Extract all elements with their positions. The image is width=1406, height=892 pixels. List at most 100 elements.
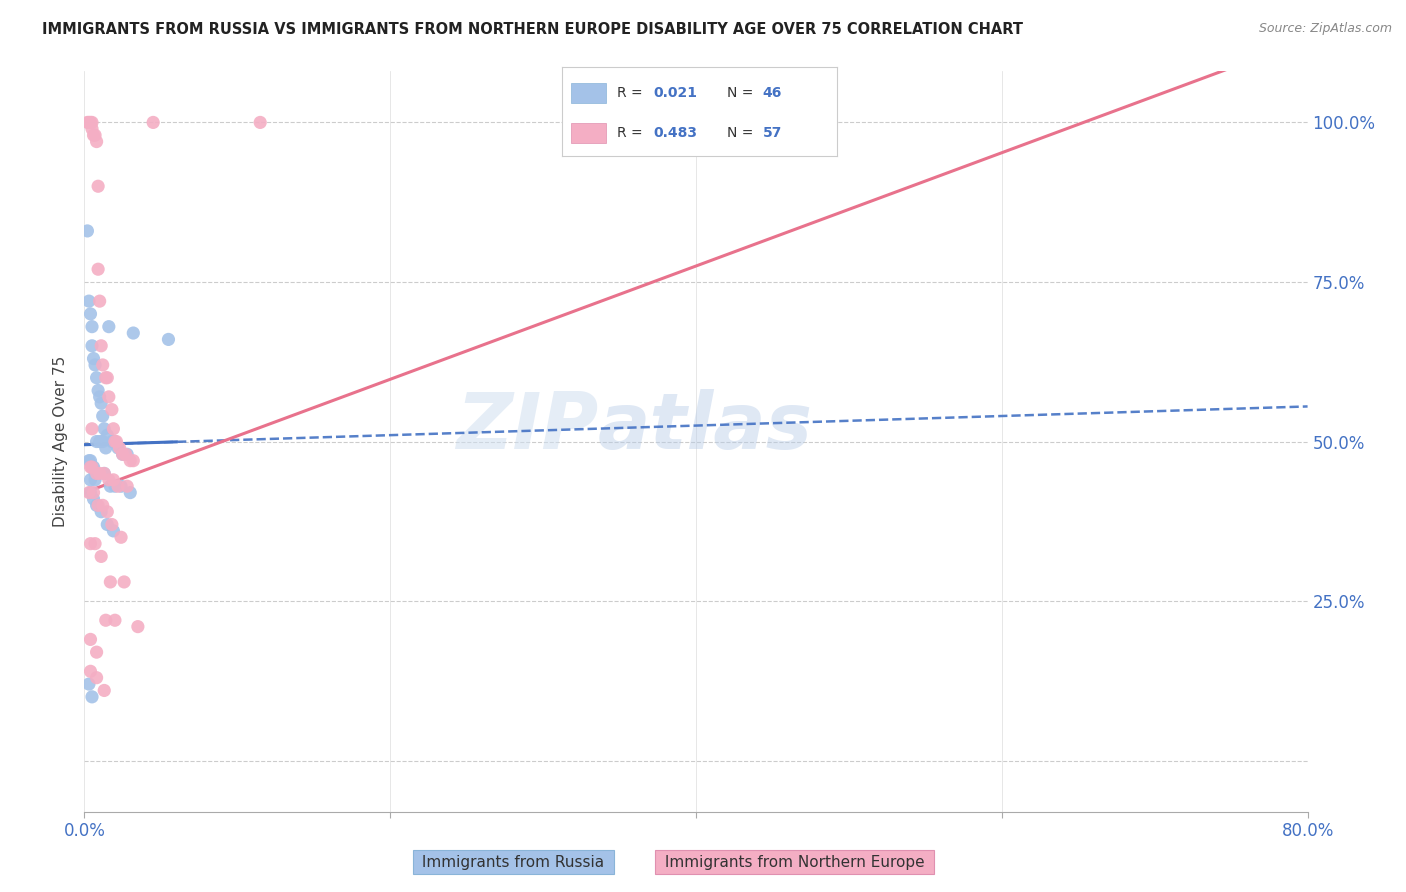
FancyBboxPatch shape — [571, 123, 606, 143]
Point — [122, 453, 145, 467]
Point — [86, 135, 108, 149]
Point — [83, 351, 105, 366]
Point — [101, 402, 124, 417]
Point — [84, 473, 107, 487]
Point — [79, 307, 101, 321]
Point — [105, 434, 128, 449]
Point — [90, 339, 112, 353]
Point — [79, 485, 101, 500]
Point — [80, 690, 103, 704]
Point — [127, 619, 149, 633]
Point — [249, 115, 271, 129]
Text: 0.483: 0.483 — [652, 126, 697, 140]
Point — [97, 473, 120, 487]
Point — [80, 422, 103, 436]
Point — [80, 115, 103, 129]
Text: Source: ZipAtlas.com: Source: ZipAtlas.com — [1258, 22, 1392, 36]
Point — [112, 574, 135, 589]
Point — [93, 422, 115, 436]
Point — [87, 179, 110, 194]
Point — [115, 479, 138, 493]
Text: 57: 57 — [762, 126, 782, 140]
Point — [83, 460, 105, 475]
Point — [76, 115, 98, 129]
Point — [86, 370, 108, 384]
Point — [80, 319, 103, 334]
Point — [111, 447, 134, 461]
Point — [86, 434, 108, 449]
Text: N =: N = — [727, 86, 758, 100]
Point — [87, 384, 110, 398]
Point — [120, 485, 142, 500]
Point — [157, 333, 180, 347]
Point — [101, 517, 124, 532]
Point — [89, 434, 111, 449]
Point — [96, 505, 118, 519]
Point — [84, 536, 107, 550]
Point — [104, 434, 127, 449]
Point — [90, 505, 112, 519]
Point — [103, 473, 125, 487]
Point — [89, 390, 111, 404]
Point — [120, 453, 142, 467]
Point — [107, 441, 129, 455]
Point — [77, 677, 100, 691]
Point — [76, 224, 98, 238]
Point — [110, 530, 132, 544]
Point — [86, 467, 108, 481]
Point — [93, 467, 115, 481]
Point — [98, 574, 121, 589]
Point — [101, 434, 124, 449]
Point — [79, 460, 101, 475]
Point — [77, 294, 100, 309]
Text: Immigrants from Northern Europe: Immigrants from Northern Europe — [659, 855, 929, 870]
Point — [87, 499, 110, 513]
Point — [110, 479, 132, 493]
Point — [103, 524, 125, 538]
Point — [96, 370, 118, 384]
Point — [84, 467, 107, 481]
Point — [93, 467, 115, 481]
Point — [115, 447, 138, 461]
Text: 0.021: 0.021 — [652, 86, 697, 100]
Text: Immigrants from Russia: Immigrants from Russia — [418, 855, 609, 870]
Point — [104, 479, 127, 493]
Point — [87, 262, 110, 277]
Point — [83, 491, 105, 506]
Text: 46: 46 — [762, 86, 782, 100]
Text: atlas: atlas — [598, 389, 813, 465]
Point — [91, 434, 114, 449]
Point — [96, 517, 118, 532]
Point — [97, 319, 120, 334]
Point — [79, 453, 101, 467]
Point — [79, 536, 101, 550]
Point — [94, 613, 117, 627]
Point — [86, 671, 108, 685]
Point — [91, 499, 114, 513]
Point — [108, 441, 131, 455]
Point — [83, 128, 105, 143]
Point — [97, 390, 120, 404]
FancyBboxPatch shape — [571, 83, 606, 103]
Point — [96, 428, 118, 442]
Point — [86, 645, 108, 659]
Point — [107, 479, 129, 493]
Point — [77, 453, 100, 467]
Text: R =: R = — [617, 86, 647, 100]
Point — [111, 447, 134, 461]
Point — [104, 434, 127, 449]
Point — [79, 473, 101, 487]
Point — [122, 326, 145, 340]
Point — [83, 485, 105, 500]
Point — [80, 121, 103, 136]
Point — [93, 683, 115, 698]
Point — [86, 499, 108, 513]
Point — [84, 128, 107, 143]
Text: N =: N = — [727, 126, 758, 140]
Point — [80, 460, 103, 475]
Text: IMMIGRANTS FROM RUSSIA VS IMMIGRANTS FROM NORTHERN EUROPE DISABILITY AGE OVER 75: IMMIGRANTS FROM RUSSIA VS IMMIGRANTS FRO… — [42, 22, 1024, 37]
Point — [114, 447, 136, 461]
Point — [90, 396, 112, 410]
Point — [80, 460, 103, 475]
Point — [84, 358, 107, 372]
